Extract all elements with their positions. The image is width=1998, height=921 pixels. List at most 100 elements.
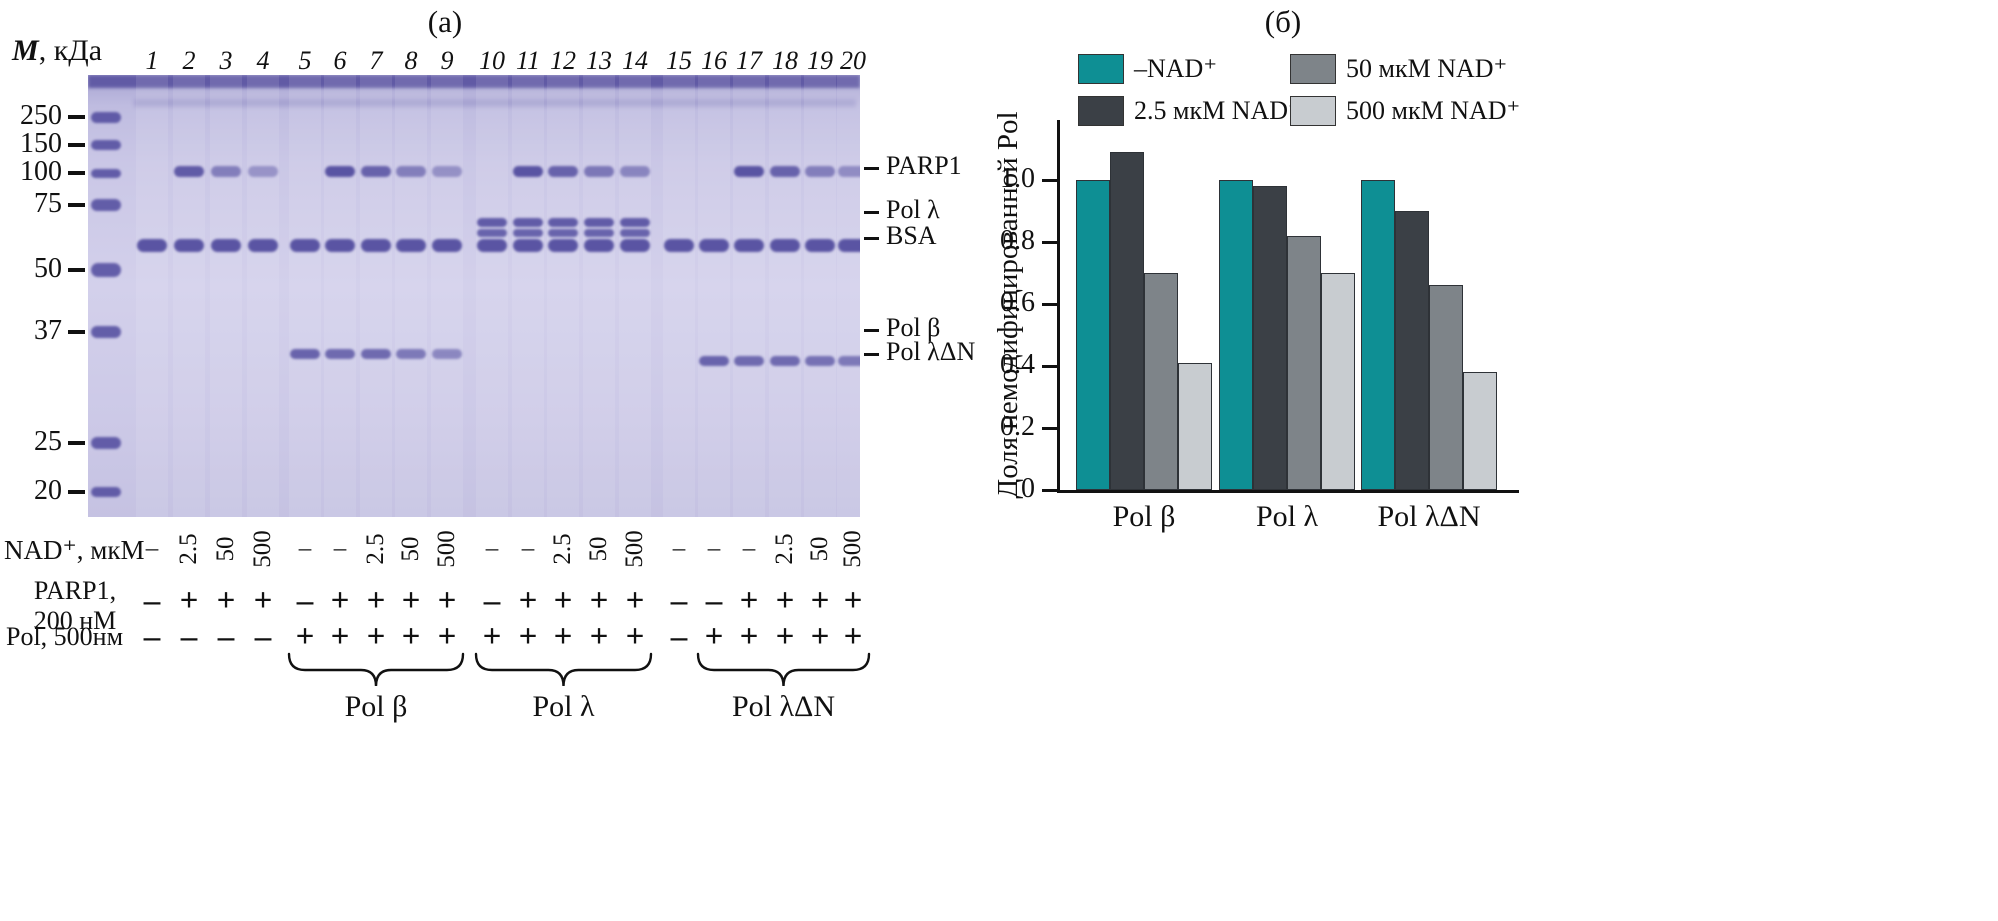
legend-label: 50 мкМ NAD⁺ (1346, 54, 1508, 83)
nad-value: 500 (433, 530, 460, 568)
parp1-presence-symbol: – (143, 583, 161, 619)
gel-lane-streak (837, 75, 860, 517)
gel-band-bsa (137, 238, 167, 252)
parp1-presence-symbol: – (483, 583, 501, 619)
gel-band-pol-lambda-upper (548, 217, 578, 227)
mw-tick-mark (68, 143, 85, 147)
pol-presence-symbol: – (254, 619, 272, 655)
marker-band (91, 140, 121, 150)
nad-value: 500 (621, 530, 648, 568)
pol-presence-symbol: – (217, 619, 235, 655)
gel-band-pol-lambda-upper (477, 217, 507, 227)
gel-band-bsa (805, 238, 835, 252)
nad-value: – (521, 535, 535, 562)
band-pointer-line (864, 237, 879, 240)
gel-band-bsa (477, 238, 507, 252)
gel-lane-streak (619, 75, 651, 517)
gel-band-bsa (699, 238, 729, 252)
gel-band-pol-lambda-lower (584, 229, 614, 237)
pol-presence-symbol: + (295, 619, 315, 655)
nad-value: 50 (397, 536, 424, 562)
gel-band-parp1 (396, 165, 426, 177)
parp1-presence-symbol: + (518, 583, 538, 619)
chart-bar (1219, 180, 1253, 490)
gel-band-parp1 (734, 165, 764, 177)
y-axis (1057, 120, 1060, 493)
nad-value: 2.5 (549, 533, 576, 565)
gel-band-pol-lambda-upper (620, 217, 650, 227)
mw-marker-label: 100 (20, 156, 62, 187)
parp1-presence-symbol: + (589, 583, 609, 619)
marker-band (91, 263, 121, 277)
parp1-presence-symbol: – (705, 583, 723, 619)
gel-band-pol-lambda-upper (584, 217, 614, 227)
gel-band-parp1 (548, 165, 578, 177)
mw-marker-label: 250 (20, 100, 62, 131)
nad-value: 50 (806, 536, 833, 562)
lane-number: 13 (586, 46, 612, 75)
gel-lane-streak (136, 75, 168, 517)
gel-band-bsa (513, 238, 543, 252)
mw-marker-label: 20 (34, 475, 62, 506)
y-axis-tick (1042, 303, 1057, 306)
gel-smear (134, 99, 856, 107)
pol-presence-symbol: – (670, 619, 688, 655)
parp1-presence-symbol: + (330, 583, 350, 619)
chart-bar (1178, 363, 1212, 490)
chart-bar (1076, 180, 1110, 490)
lane-number: 12 (550, 46, 576, 75)
mw-marker-label: 37 (34, 315, 62, 346)
parp1-presence-symbol: + (366, 583, 386, 619)
gel-band-pol-lambda-lower (548, 229, 578, 237)
lane-number: 1 (145, 46, 159, 75)
gel-band-parp1 (770, 165, 800, 177)
lane-number: 4 (256, 46, 270, 75)
pol-presence-symbol: + (810, 619, 830, 655)
parp1-presence-symbol: – (670, 583, 688, 619)
pol-presence-symbol: – (180, 619, 198, 655)
gel-band-bsa (325, 238, 355, 252)
parp1-presence-symbol: + (625, 583, 645, 619)
pol-presence-symbol: + (704, 619, 724, 655)
gel-band-pol-lambda-dn (699, 356, 729, 366)
y-axis-tick (1042, 427, 1057, 430)
chart-bar (1110, 152, 1144, 490)
parp1-presence-symbol: + (739, 583, 759, 619)
y-tick-label: 0.8 (1000, 225, 1035, 256)
gel-band-pol-lambda-dn (734, 356, 764, 366)
gel-lane-streak (210, 75, 242, 517)
mw-title-m: M (12, 34, 39, 67)
gel-band-bsa (734, 238, 764, 252)
marker-band (91, 487, 121, 497)
gel-lane-streak (173, 75, 205, 517)
lane-number: 20 (840, 46, 866, 75)
pol-presence-symbol: + (366, 619, 386, 655)
gel-band-parp1 (325, 165, 355, 177)
gel-lane-streak (698, 75, 730, 517)
mw-tick-mark (68, 330, 85, 334)
lane-number: 16 (701, 46, 727, 75)
mw-marker-label: 25 (34, 426, 62, 457)
gel-band-pol-beta (361, 349, 391, 359)
nad-value: 2.5 (362, 533, 389, 565)
pol-presence-symbol: + (843, 619, 863, 655)
gel-lane-streak (289, 75, 321, 517)
marker-band (91, 168, 121, 178)
gel-band-bsa (174, 238, 204, 252)
lane-number: 7 (369, 46, 383, 75)
band-pointer-line (864, 329, 879, 332)
marker-band (91, 111, 121, 123)
gel-image (88, 75, 860, 517)
marker-band (91, 199, 121, 211)
lane-number: 10 (479, 46, 505, 75)
gel-band-bsa (290, 238, 320, 252)
gel-band-pol-lambda-lower (620, 229, 650, 237)
gel-band-pol-beta (396, 349, 426, 359)
band-pointer-line (864, 167, 879, 170)
mw-marker-label: 50 (34, 253, 62, 284)
y-tick-label: 0 (1021, 473, 1035, 504)
gel-lane-streak (360, 75, 392, 517)
lane-number: 8 (404, 46, 418, 75)
chart-bar (1361, 180, 1395, 490)
